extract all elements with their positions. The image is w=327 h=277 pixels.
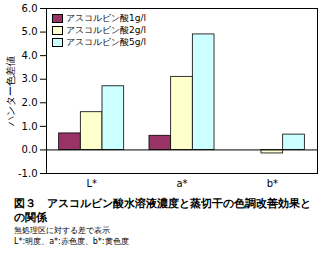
svg-text:2.0: 2.0: [22, 97, 38, 108]
svg-text:3.0: 3.0: [22, 73, 38, 84]
html-text:アスコルビン酸2g/l: アスコルビン酸2g/l: [66, 25, 146, 35]
svg-text:0.0: 0.0: [22, 144, 38, 155]
html-text:無処理区に対する差で表示: 無処理区に対する差で表示: [14, 226, 110, 235]
svg-text:5.0: 5.0: [22, 26, 38, 37]
svg-text:-1.0: -1.0: [18, 168, 38, 179]
html-text:L*:明度、a*:赤色度、b*:黄色度: L*:明度、a*:赤色度、b*:黄色度: [14, 237, 129, 246]
svg-text:L*: L*: [86, 178, 97, 189]
html-text:図３ アスコルビン酸水溶液濃度と蒸切干の色調改善効果との関係: 図３ アスコルビン酸水溶液濃度と蒸切干の色調改善効果との関係: [14, 197, 311, 224]
svg-text:a*: a*: [176, 178, 187, 189]
svg-text:4.0: 4.0: [22, 50, 38, 61]
svg-text:b*: b*: [267, 178, 278, 189]
html-text:アスコルビン酸5g/l: アスコルビン酸5g/l: [66, 37, 146, 47]
svg-text:6.0: 6.0: [22, 3, 38, 14]
svg-text:ハンター色差値: ハンター色差値: [5, 56, 16, 127]
svg-text:1.0: 1.0: [22, 121, 38, 132]
html-text:アスコルビン酸1g/l: アスコルビン酸1g/l: [66, 13, 146, 23]
